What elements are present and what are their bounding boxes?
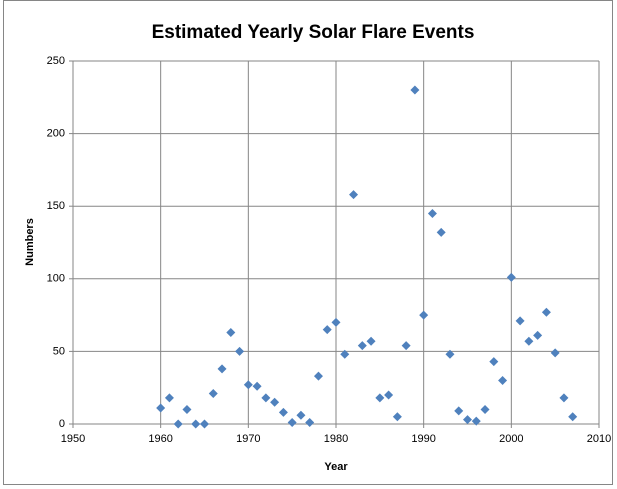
data-point xyxy=(410,85,420,95)
x-tick-label: 1990 xyxy=(411,433,435,445)
data-point xyxy=(480,404,490,414)
x-tick-label: 1970 xyxy=(236,433,260,445)
data-point xyxy=(550,348,560,358)
data-point xyxy=(419,310,429,320)
data-point xyxy=(164,393,174,403)
data-point xyxy=(226,328,236,338)
x-tick-label: 1950 xyxy=(61,433,85,445)
data-point xyxy=(463,415,472,425)
data-point xyxy=(208,389,218,399)
x-axis-label: Year xyxy=(324,461,348,473)
data-point xyxy=(392,412,402,422)
data-point xyxy=(506,272,516,282)
x-tick-label: 1980 xyxy=(324,433,348,445)
x-tick-label: 2000 xyxy=(499,433,523,445)
data-point xyxy=(173,419,183,429)
data-point xyxy=(252,381,262,391)
data-point xyxy=(454,406,464,416)
data-point xyxy=(401,341,411,351)
data-point xyxy=(235,346,245,356)
data-point xyxy=(191,419,201,429)
data-point xyxy=(278,407,288,417)
data-point xyxy=(200,419,209,429)
data-point xyxy=(436,227,446,237)
data-point xyxy=(471,416,481,426)
data-point xyxy=(533,330,543,340)
data-point xyxy=(340,349,350,359)
data-point xyxy=(568,412,578,422)
data-point xyxy=(270,397,280,407)
data-point xyxy=(515,316,525,326)
y-tick-label: 100 xyxy=(47,273,65,285)
x-tick-label: 1960 xyxy=(148,433,172,445)
data-point xyxy=(217,364,227,374)
data-point xyxy=(349,190,359,200)
data-point xyxy=(322,325,332,335)
y-tick-label: 250 xyxy=(47,55,65,67)
data-point xyxy=(305,418,315,428)
data-point xyxy=(357,341,367,351)
data-point xyxy=(489,357,499,367)
data-point xyxy=(427,208,437,218)
y-tick-label: 150 xyxy=(47,200,65,212)
chart-title: Estimated Yearly Solar Flare Events xyxy=(152,22,475,43)
y-tick-label: 0 xyxy=(59,418,65,430)
chart-border xyxy=(3,0,613,485)
x-tick-label: 2010 xyxy=(587,433,611,445)
y-tick-label: 50 xyxy=(53,345,65,357)
data-point xyxy=(375,393,385,403)
data-point xyxy=(559,393,569,403)
data-point xyxy=(331,317,341,327)
y-tick-label: 200 xyxy=(47,128,65,140)
data-point xyxy=(287,418,297,428)
data-point xyxy=(243,380,253,390)
data-point xyxy=(182,404,192,414)
data-point xyxy=(261,393,271,403)
data-point xyxy=(498,375,508,385)
data-point xyxy=(313,371,323,381)
data-point xyxy=(296,410,306,420)
data-point xyxy=(156,403,166,413)
data-point xyxy=(384,390,394,400)
data-point xyxy=(445,349,455,359)
data-point xyxy=(541,307,551,317)
y-axis-label: Numbers xyxy=(24,218,36,266)
data-point xyxy=(524,336,534,346)
data-point xyxy=(366,336,376,346)
